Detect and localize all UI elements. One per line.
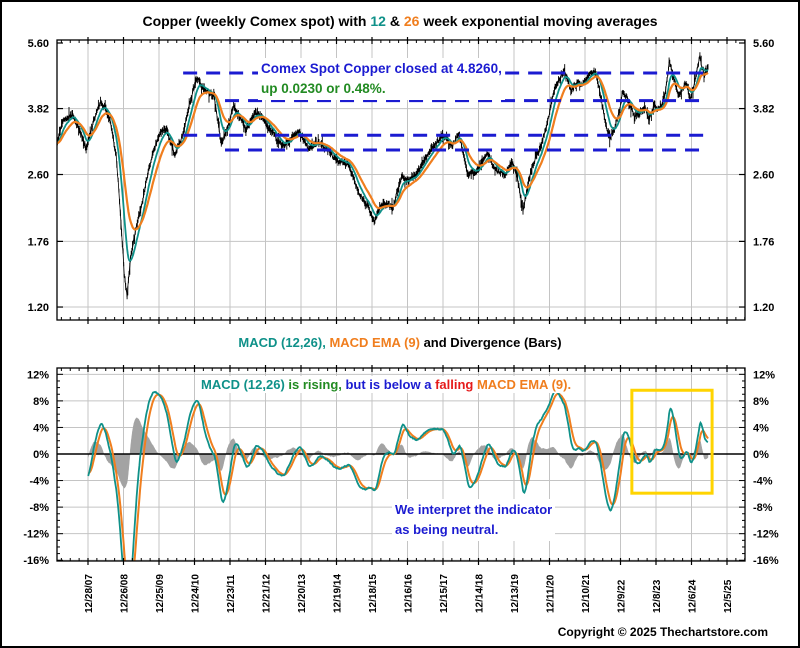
rich-text-part: & [385,13,404,29]
macd-status-annotation: MACD (12,26) is rising, but is below a f… [198,376,575,393]
rich-text-part: , [322,335,330,350]
rich-text-part: 12 [370,13,386,29]
macd-panel-title: MACD (12,26), MACD EMA (9) and Divergenc… [2,335,798,350]
price-close-annotation-line1: Comex Spot Copper closed at 4.8260, [261,59,502,79]
macd-series-group [57,390,745,561]
svg-text:-8%: -8% [753,502,773,514]
svg-text:12/15/17: 12/15/17 [439,574,450,613]
svg-text:12/14/18: 12/14/18 [475,574,486,613]
copyright-note: Copyright © 2025 Thechartstore.com [557,625,768,639]
highlight-box [630,388,714,495]
svg-text:-12%: -12% [753,529,779,541]
rich-text-part: MACD (12,26) [201,377,285,392]
svg-text:1.76: 1.76 [28,236,49,248]
axis-labels: 5.60 5.60 3.82 3.82 2.60 2.60 1.76 1.76 1.20 1.20… [23,38,779,567]
svg-text:1.20: 1.20 [753,302,774,314]
svg-text:2.60: 2.60 [28,170,49,182]
rich-text-part: 26 [403,13,420,29]
rich-text-part: but is below a [341,377,436,392]
svg-text:12%: 12% [753,369,775,381]
svg-text:8%: 8% [753,396,769,408]
svg-text:12%: 12% [27,369,49,381]
rich-text-part: and Divergence (Bars) [419,335,562,350]
price-close-annotation: Comex Spot Copper closed at 4.8260, up 0… [258,58,505,100]
axes [56,37,746,565]
svg-text:2.60: 2.60 [753,170,774,182]
svg-text:0%: 0% [33,449,49,461]
ema26-line [57,71,709,231]
svg-text:12/16/16: 12/16/16 [404,574,415,613]
svg-text:-16%: -16% [23,555,49,567]
svg-text:-16%: -16% [753,555,779,567]
rich-text-part: Comex Spot Copper closed at 4.8260, [261,61,502,76]
price-series-group [57,52,709,300]
rich-text-part: MACD EMA (9). [473,377,572,392]
svg-text:12/13/19: 12/13/19 [510,574,521,613]
svg-text:12/5/25: 12/5/25 [723,579,734,613]
svg-text:12/11/20: 12/11/20 [546,574,557,613]
svg-text:1.20: 1.20 [28,302,49,314]
rich-text-part: Copper (weekly Comex spot) with [142,13,371,29]
svg-text:5.60: 5.60 [753,38,774,50]
rich-text-part: MACD EMA (9) [329,335,420,350]
note-line1: We interpret the indicator [395,502,553,517]
svg-text:12/8/23: 12/8/23 [652,579,663,613]
svg-text:12/9/22: 12/9/22 [617,579,628,613]
svg-text:12/20/13: 12/20/13 [297,574,308,613]
note-line2: as being neutral. [395,522,499,537]
date-axis-labels: 12/28/07 12/26/08 12/25/09 12/24/10 12/23/11… [84,574,734,613]
svg-text:12/19/14: 12/19/14 [333,574,344,613]
macd-line [87,390,709,561]
svg-text:-4%: -4% [753,476,773,488]
svg-text:3.82: 3.82 [753,104,774,116]
svg-text:12/10/21: 12/10/21 [581,574,592,613]
svg-text:12/28/07: 12/28/07 [84,574,95,613]
svg-text:-8%: -8% [29,502,49,514]
svg-text:5.60: 5.60 [28,38,49,50]
rich-text-part: is rising, [284,377,342,392]
svg-text:12/21/12: 12/21/12 [262,574,273,613]
indicator-interpretation-note: We interpret the indicator as being neut… [392,499,556,541]
macd-ema9-line [87,392,709,561]
svg-text:-12%: -12% [23,529,49,541]
svg-text:12/25/09: 12/25/09 [155,574,166,613]
rich-text-part: up 0.0230 or 0.48%. [261,81,386,96]
svg-text:8%: 8% [33,396,49,408]
rich-text-part: week exponential moving averages [419,13,658,29]
svg-text:1.76: 1.76 [753,236,774,248]
svg-text:3.82: 3.82 [28,104,49,116]
svg-text:-4%: -4% [29,476,49,488]
gridlines [57,40,745,561]
svg-text:4%: 4% [33,422,49,434]
svg-text:12/23/11: 12/23/11 [226,574,237,613]
price-close-annotation-line2: up 0.0230 or 0.48%. [261,79,502,99]
svg-text:0%: 0% [753,449,769,461]
page-title: Copper (weekly Comex spot) with 12 & 26 … [2,13,798,29]
svg-text:12/24/10: 12/24/10 [191,574,202,613]
svg-text:12/6/24: 12/6/24 [688,579,699,613]
rich-text-part: MACD (12,26) [238,335,323,350]
svg-text:4%: 4% [753,422,769,434]
copper-close-line [57,54,709,298]
rich-text-part: falling [435,377,474,392]
svg-text:12/26/08: 12/26/08 [120,574,131,613]
svg-text:12/18/15: 12/18/15 [368,574,379,613]
